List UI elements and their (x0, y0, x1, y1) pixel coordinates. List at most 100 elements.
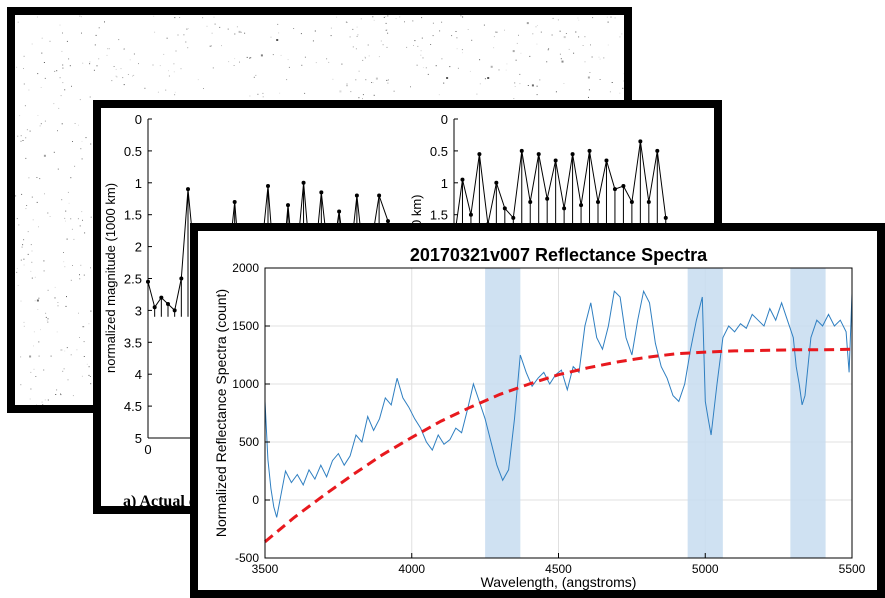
noise-dot (57, 302, 59, 303)
noise-dot (64, 266, 66, 268)
noise-dot (212, 67, 214, 69)
chart-2-point (494, 180, 499, 185)
noise-dot (609, 91, 611, 93)
noise-dot (43, 62, 45, 63)
noise-dot (529, 55, 531, 57)
noise-dot (163, 53, 165, 55)
noise-dot (611, 82, 613, 83)
noise-dot (63, 261, 65, 263)
noise-dot (441, 21, 443, 23)
noise-dot (104, 21, 105, 23)
noise-dot (47, 321, 49, 323)
chart-1-y-tick-label: 1.5 (124, 208, 142, 223)
noise-dot (70, 279, 72, 281)
noise-dot (82, 62, 84, 64)
noise-dot (607, 21, 609, 23)
chart-2-point (587, 148, 592, 153)
noise-dot (96, 65, 98, 67)
noise-dot (17, 21, 19, 23)
noise-dot (88, 374, 90, 376)
noise-dot (355, 48, 357, 50)
noise-dot (421, 37, 423, 39)
noise-dot (278, 32, 280, 34)
noise-dot (386, 46, 388, 48)
noise-dot (56, 331, 58, 333)
noise-dot (456, 37, 458, 39)
chart-1-point (286, 203, 290, 208)
noise-dot (55, 394, 57, 395)
noise-dot (368, 55, 370, 57)
noise-dot (64, 89, 66, 91)
x-axis-label: Wavelength, (angstroms) (481, 574, 637, 590)
noise-dot (157, 91, 159, 93)
noise-dot (47, 399, 49, 401)
noise-dot (129, 59, 131, 61)
noise-dot (588, 89, 590, 91)
noise-dot (493, 36, 495, 38)
chart-2-point (477, 152, 482, 157)
chart-1-ylabel: normalized magnitude (1000 km) (103, 183, 118, 373)
noise-dot (23, 325, 25, 327)
noise-dot (257, 93, 259, 95)
noise-dot (38, 355, 40, 357)
chart-2-point (655, 148, 660, 153)
noise-dot (385, 29, 387, 31)
noise-dot (61, 123, 63, 125)
noise-dot (186, 28, 188, 30)
chart-2-point (629, 199, 634, 204)
noise-dot (540, 31, 542, 33)
noise-dot (82, 219, 83, 221)
noise-dot (132, 75, 133, 77)
chart-2-point (621, 183, 626, 188)
noise-dot (41, 52, 43, 54)
noise-dot (516, 42, 518, 44)
noise-dot (469, 70, 471, 72)
chart-2-point (528, 199, 533, 204)
noise-dot (591, 56, 593, 58)
noise-dot (345, 21, 347, 23)
noise-dot (49, 216, 51, 217)
noise-dot (561, 60, 564, 63)
noise-dot (63, 368, 65, 370)
chart-1-point (186, 187, 190, 192)
chart-2-point (562, 206, 567, 211)
noise-dot (287, 59, 289, 61)
noise-dot (60, 393, 61, 395)
noise-dot (17, 135, 19, 137)
noise-dot (40, 329, 41, 331)
noise-dot (45, 312, 47, 314)
noise-dot (33, 345, 34, 347)
noise-dot (77, 218, 79, 220)
noise-dot (203, 88, 204, 89)
noise-dot (15, 195, 17, 197)
noise-dot (498, 69, 500, 71)
noise-dot (95, 34, 97, 36)
chart-1-point (319, 190, 324, 195)
noise-dot (355, 79, 357, 81)
noise-dot (496, 31, 498, 33)
noise-dot (23, 321, 25, 323)
spectrum-panel: 20170321v007 Reflectance Spectra Wavelen… (190, 223, 885, 598)
noise-dot (315, 62, 317, 64)
noise-dot (513, 98, 515, 99)
chart-title: 20170321v007 Reflectance Spectra (410, 245, 708, 265)
chart-1-point (301, 180, 306, 185)
noise-dot (455, 31, 457, 32)
noise-dot (90, 216, 92, 218)
noise-dot (62, 32, 63, 34)
noise-dot (238, 30, 241, 33)
noise-dot (58, 107, 60, 109)
noise-dot (590, 44, 591, 46)
chart-2-point (545, 196, 550, 201)
noise-dot (357, 34, 359, 36)
noise-dot (356, 26, 358, 28)
noise-dot (90, 310, 92, 312)
noise-dot (187, 47, 189, 49)
noise-dot (336, 16, 338, 18)
noise-dot (69, 65, 71, 67)
noise-dot (29, 398, 31, 400)
plot-area: 3500 4000 4500 5000 5500 -500 0 500 1000 1500 2000 (232, 261, 865, 576)
noise-dot (432, 22, 434, 24)
noise-dot (82, 326, 84, 328)
noise-dot (54, 297, 56, 299)
